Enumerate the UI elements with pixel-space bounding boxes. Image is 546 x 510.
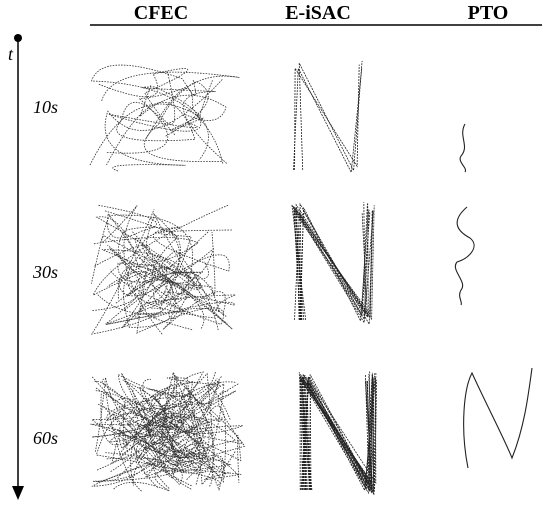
cfec-trajectory-60s <box>166 377 224 491</box>
eisac-trajectory-30s <box>291 204 374 324</box>
cfec-trajectory-10s <box>106 101 196 166</box>
cfec-trajectory-30s <box>151 255 236 310</box>
column-header-eisac: E-iSAC <box>285 2 351 24</box>
cfec-trajectory-60s <box>94 390 183 486</box>
cfec-trajectory-60s <box>155 371 210 459</box>
cfec-trajectory-60s <box>132 385 210 455</box>
pto-trajectory-30s <box>454 206 475 306</box>
eisac-trajectory-10s <box>294 64 360 171</box>
cfec-trajectory-30s <box>124 226 230 311</box>
cfec-trajectory-30s <box>109 269 224 334</box>
cfec-trajectory-60s <box>148 394 215 479</box>
cfec-trajectory-30s <box>107 244 215 297</box>
eisac-trajectory-60s <box>304 377 377 491</box>
cfec-trajectory-30s <box>117 226 216 309</box>
eisac-trajectory-60s <box>298 372 370 491</box>
cfec-trajectory-60s <box>96 383 239 486</box>
cfec-trajectory-30s <box>92 204 229 329</box>
cfec-trajectory-60s <box>95 384 206 451</box>
cfec-trajectory-30s <box>94 216 212 300</box>
cfec-trajectory-30s <box>97 204 157 277</box>
eisac-trajectory-60s <box>308 374 373 491</box>
eisac-trajectory-30s <box>293 210 368 321</box>
cfec-trajectory-60s <box>97 380 220 487</box>
time-axis-label: t <box>8 44 14 64</box>
cfec-trajectory-60s <box>91 372 222 454</box>
cfec-trajectory-10s <box>142 86 228 164</box>
time-label-60s: 60s <box>33 428 59 448</box>
cfec-trajectory-30s <box>105 307 227 325</box>
cfec-trajectory-10s <box>106 80 209 154</box>
cfec-trajectory-60s <box>145 386 215 489</box>
cfec-trajectory-30s <box>97 210 186 315</box>
cfec-trajectory-60s <box>90 423 208 489</box>
column-header-pto: PTO <box>467 2 509 24</box>
cfec-trajectory-60s <box>152 430 232 486</box>
cfec-trajectory-30s <box>115 236 220 312</box>
eisac-trajectory-30s <box>293 206 371 321</box>
cfec-trajectory-30s <box>91 214 194 331</box>
time-label-10s: 10s <box>33 97 59 117</box>
cfec-trajectory-60s <box>103 390 246 466</box>
cfec-trajectory-10s <box>101 71 240 163</box>
eisac-trajectory-10s <box>298 60 363 172</box>
cfec-trajectory-10s <box>98 68 189 125</box>
pto-trajectory-10s <box>459 123 467 173</box>
cfec-trajectory-60s <box>158 373 219 433</box>
cfec-trajectory-60s <box>118 415 207 464</box>
column-header-cfec: CFEC <box>133 2 189 24</box>
time-axis-arrowhead <box>12 486 24 500</box>
time-label-30s: 30s <box>33 262 59 282</box>
eisac-trajectory-30s <box>299 202 373 326</box>
cfec-trajectory-10s <box>108 88 202 139</box>
eisac-trajectories <box>291 60 378 496</box>
cfec-trajectory-10s <box>139 85 227 121</box>
cfec-trajectory-60s <box>105 388 185 479</box>
cfec-trajectory-60s <box>93 381 220 482</box>
cfec-trajectory-60s <box>113 469 242 492</box>
cfec-trajectory-10s <box>89 80 213 166</box>
cfec-trajectory-60s <box>142 406 205 475</box>
eisac-trajectory-60s <box>309 372 377 496</box>
cfec-trajectory-60s <box>123 381 236 457</box>
cfec-trajectory-30s <box>92 247 202 311</box>
pto-trajectories <box>454 123 533 469</box>
cfec-trajectory-30s <box>159 249 219 331</box>
cfec-trajectory-30s <box>152 212 232 306</box>
eisac-trajectory-60s <box>299 377 372 491</box>
eisac-trajectory-60s <box>302 373 375 491</box>
eisac-trajectory-10s <box>293 66 363 174</box>
cfec-trajectory-60s <box>138 384 231 425</box>
cfec-trajectories <box>89 64 246 492</box>
cfec-trajectory-30s <box>117 230 233 330</box>
eisac-trajectory-60s <box>302 372 373 491</box>
cfec-trajectory-60s <box>133 383 211 474</box>
cfec-trajectory-60s <box>117 371 244 445</box>
cfec-trajectory-60s <box>93 378 208 482</box>
cfec-trajectory-60s <box>106 390 214 441</box>
cfec-trajectory-10s <box>91 64 224 164</box>
cfec-trajectory-60s <box>91 375 227 487</box>
eisac-trajectory-60s <box>306 370 371 491</box>
cfec-trajectory-60s <box>127 420 199 474</box>
cfec-trajectory-10s <box>104 79 223 172</box>
cfec-trajectory-30s <box>132 294 236 318</box>
pto-trajectory-60s <box>463 367 533 469</box>
cfec-trajectory-60s <box>171 382 237 462</box>
